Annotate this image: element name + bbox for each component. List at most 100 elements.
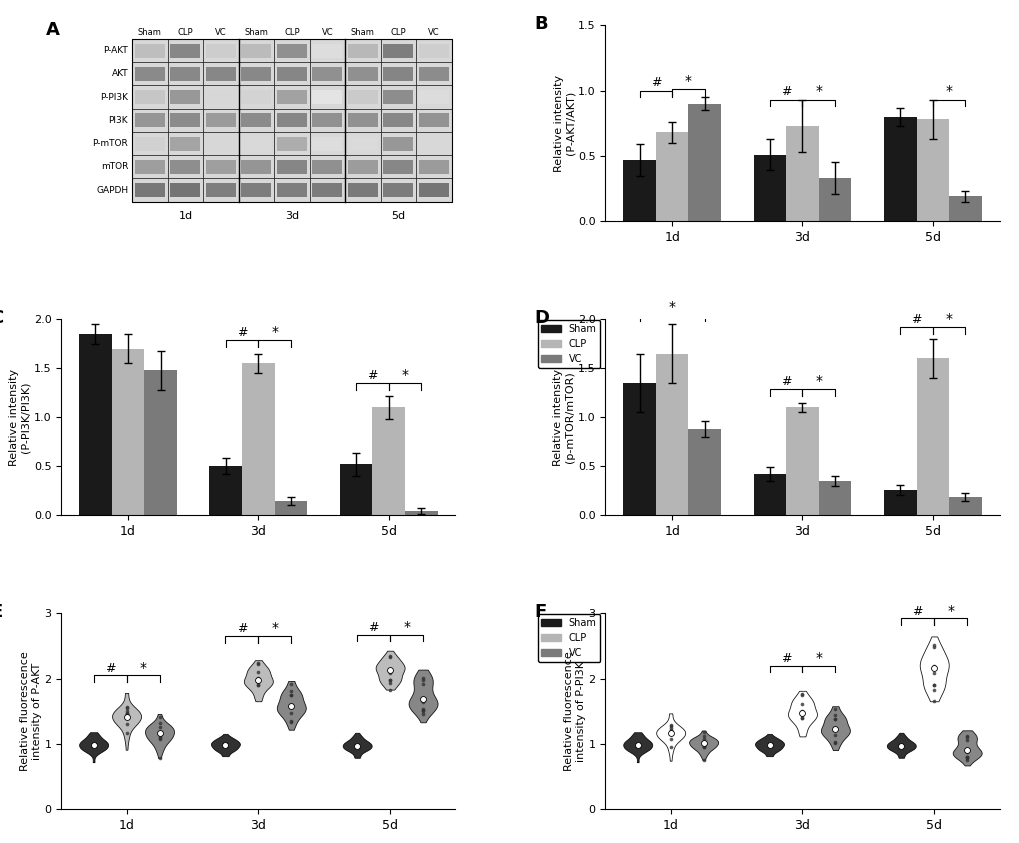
Bar: [135, 160, 165, 174]
Text: #: #: [236, 622, 247, 636]
Text: #: #: [780, 652, 791, 665]
Point: [925, 662, 942, 675]
Bar: [655, 132, 688, 221]
Point: [86, 734, 102, 748]
Point: [118, 701, 135, 715]
Bar: [167, 39, 203, 62]
Point: [695, 740, 711, 754]
Point: [86, 741, 102, 754]
Point: [151, 710, 167, 723]
Point: [348, 736, 365, 749]
Point: [415, 705, 431, 718]
Bar: [312, 183, 342, 197]
Point: [348, 735, 365, 749]
Point: [760, 744, 776, 758]
Point: [826, 728, 843, 742]
Point: [217, 737, 233, 750]
Point: [695, 741, 711, 754]
Bar: [419, 183, 448, 197]
Point: [826, 722, 843, 735]
Point: [794, 697, 810, 711]
Point: [415, 674, 431, 687]
Point: [662, 724, 679, 738]
Bar: [135, 137, 165, 151]
Bar: [347, 113, 377, 127]
Point: [217, 732, 233, 745]
Bar: [242, 44, 271, 57]
Text: #: #: [236, 326, 247, 339]
Point: [381, 683, 397, 696]
Bar: [310, 62, 344, 85]
Bar: [310, 85, 344, 109]
Bar: [206, 90, 235, 104]
Point: [250, 678, 266, 691]
Text: 5d: 5d: [391, 212, 405, 222]
Bar: [132, 39, 167, 62]
Point: [695, 736, 711, 749]
Text: P-mTOR: P-mTOR: [93, 139, 128, 148]
Point: [283, 689, 300, 702]
Point: [958, 745, 974, 759]
Point: [381, 651, 397, 664]
Point: [695, 726, 711, 739]
Point: [250, 658, 266, 671]
Bar: [883, 490, 916, 515]
Point: [217, 743, 233, 756]
Bar: [383, 160, 413, 174]
Bar: [948, 196, 980, 221]
Text: A: A: [46, 21, 59, 40]
Point: [629, 727, 645, 740]
Point: [283, 698, 300, 711]
Point: [893, 740, 909, 754]
Point: [629, 737, 645, 750]
Bar: [310, 109, 344, 132]
Text: VC: VC: [428, 28, 439, 37]
Bar: [416, 155, 451, 179]
Point: [283, 689, 300, 702]
Bar: [419, 113, 448, 127]
Point: [348, 740, 365, 754]
Bar: [753, 474, 786, 515]
Text: P-AKT: P-AKT: [103, 46, 128, 55]
Bar: [344, 85, 380, 109]
Bar: [238, 85, 274, 109]
Bar: [238, 179, 274, 201]
Point: [794, 708, 810, 722]
Point: [760, 732, 776, 745]
Point: [629, 736, 645, 749]
Point: [415, 695, 431, 709]
Point: [958, 753, 974, 766]
Text: *: *: [271, 621, 278, 636]
Point: [925, 659, 942, 673]
Bar: [206, 183, 235, 197]
Point: [118, 717, 135, 731]
Point: [86, 737, 102, 750]
Text: #: #: [781, 85, 791, 99]
Bar: [206, 137, 235, 151]
Point: [958, 744, 974, 757]
Bar: [274, 62, 310, 85]
Text: *: *: [271, 325, 278, 339]
Point: [629, 733, 645, 746]
Point: [86, 738, 102, 752]
Point: [695, 753, 711, 766]
Point: [826, 721, 843, 734]
Bar: [135, 90, 165, 104]
Bar: [380, 85, 416, 109]
Text: *: *: [947, 604, 953, 618]
Bar: [167, 85, 203, 109]
Bar: [383, 44, 413, 57]
Point: [925, 638, 942, 652]
Bar: [167, 109, 203, 132]
Point: [760, 738, 776, 752]
Bar: [238, 109, 274, 132]
Point: [826, 712, 843, 726]
Bar: [883, 116, 916, 221]
Point: [893, 736, 909, 749]
Bar: [79, 334, 112, 515]
Bar: [339, 464, 372, 515]
Bar: [132, 155, 167, 179]
Point: [348, 742, 365, 755]
Bar: [203, 85, 238, 109]
Text: #: #: [105, 662, 115, 674]
